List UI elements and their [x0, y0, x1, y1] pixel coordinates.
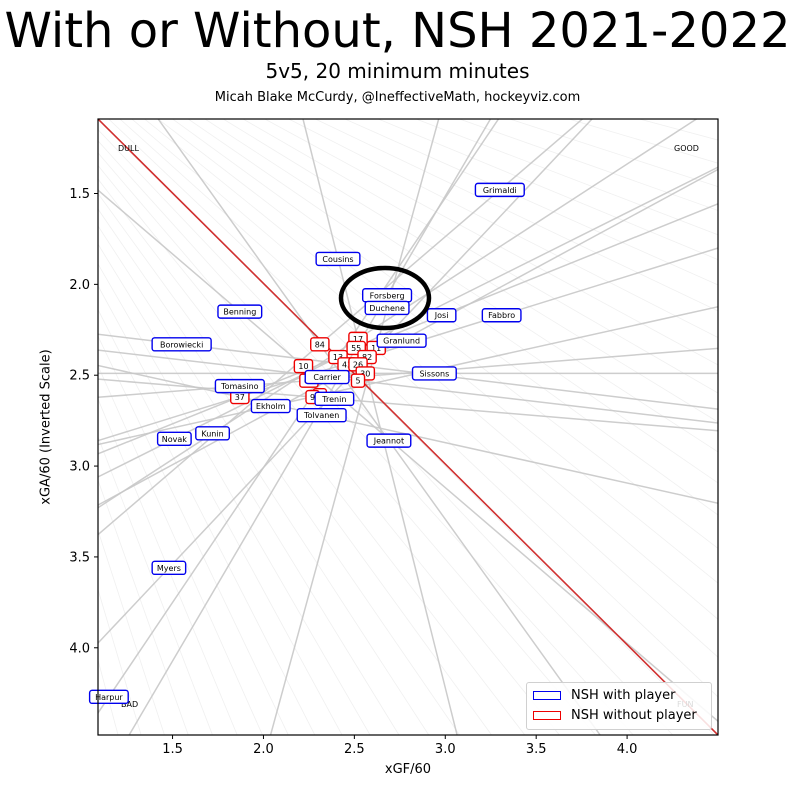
- x-tick-label: 1.5: [162, 742, 183, 757]
- with-label-ekholm: Ekholm: [250, 398, 291, 414]
- svg-text:Fabbro: Fabbro: [488, 311, 515, 320]
- without-label-84: 84: [310, 337, 330, 352]
- svg-text:82: 82: [362, 353, 372, 362]
- x-tick-label: 4.0: [617, 742, 638, 757]
- break-even-line: [98, 119, 718, 735]
- with-label-granlund: Granlund: [376, 333, 427, 348]
- corner-label-top-left: DULL: [118, 144, 139, 153]
- highlight-ellipse: [338, 265, 432, 331]
- plot-frame: [97, 118, 719, 736]
- svg-text:9: 9: [310, 393, 315, 402]
- corner-label-bottom-left: BAD: [121, 700, 138, 709]
- svg-text:17: 17: [353, 335, 363, 344]
- svg-text:Duchene: Duchene: [369, 304, 405, 313]
- legend-swatch-red: [533, 710, 561, 720]
- with-label-fabbro: Fabbro: [481, 308, 522, 323]
- y-tick-label: 3.0: [69, 460, 90, 475]
- svg-text:Tomasino: Tomasino: [220, 382, 259, 391]
- svg-text:Novak: Novak: [162, 435, 188, 444]
- svg-text:11: 11: [371, 344, 381, 353]
- legend: NSH with player NSH without player: [526, 682, 712, 730]
- y-tick-label: 2.5: [69, 369, 90, 384]
- with-label-myers: Myers: [151, 560, 187, 576]
- with-label-kunin: Kunin: [195, 426, 230, 441]
- svg-text:Borowiecki: Borowiecki: [160, 340, 203, 349]
- svg-text:Josi: Josi: [434, 311, 449, 320]
- y-axis-ticks: 1.5 2.0 2.5 3.0 3.5 4.0: [69, 187, 98, 656]
- with-label-forsberg: Forsberg: [361, 288, 413, 303]
- svg-text:Harpur: Harpur: [95, 693, 123, 702]
- corner-label-top-right: GOOD: [674, 144, 699, 153]
- svg-text:Grimaldi: Grimaldi: [483, 186, 517, 195]
- x-tick-label: 2.0: [253, 742, 274, 757]
- with-label-josi: Josi: [426, 308, 457, 323]
- without-label-10: 10: [293, 358, 314, 374]
- y-tick-label: 4.0: [69, 641, 90, 656]
- y-axis-label: xGA/60 (Inverted Scale): [38, 349, 54, 505]
- with-label-tomasino: Tomasino: [214, 378, 265, 394]
- with-label-harpur: Harpur: [88, 689, 129, 705]
- legend-item-without: NSH without player: [533, 706, 697, 724]
- svg-text:Trenin: Trenin: [321, 395, 346, 404]
- svg-text:Ekholm: Ekholm: [256, 402, 286, 411]
- y-tick-label: 1.5: [69, 187, 90, 202]
- svg-text:84: 84: [315, 340, 325, 349]
- svg-text:Granlund: Granlund: [383, 337, 420, 346]
- svg-text:Carrier: Carrier: [313, 373, 341, 382]
- legend-swatch-blue: [533, 690, 561, 700]
- with-label-trenin: Trenin: [314, 391, 355, 407]
- x-tick-label: 3.0: [435, 742, 456, 757]
- svg-text:55: 55: [351, 344, 361, 353]
- without-player-labels: 841755111382104326305648937: [230, 331, 386, 405]
- with-label-benning: Benning: [217, 304, 263, 319]
- with-label-sissons: Sissons: [411, 366, 457, 381]
- svg-text:10: 10: [298, 362, 308, 371]
- svg-text:30: 30: [360, 369, 370, 378]
- y-tick-label: 2.0: [69, 278, 90, 293]
- chart-credit: Micah Blake McCurdy, @IneffectiveMath, h…: [214, 90, 581, 105]
- x-axis-ticks: 1.5 2.0 2.5 3.0 3.5 4.0: [162, 735, 637, 757]
- legend-label-without: NSH without player: [571, 707, 697, 723]
- svg-text:5: 5: [355, 377, 360, 386]
- svg-text:43: 43: [342, 360, 352, 369]
- svg-text:Kunin: Kunin: [201, 429, 223, 438]
- x-axis-label: xGF/60: [384, 762, 432, 777]
- svg-text:Jeannot: Jeannot: [373, 437, 404, 446]
- chart-subtitle: 5v5, 20 minimum minutes: [265, 59, 530, 83]
- with-label-tolvanen: Tolvanen: [296, 407, 347, 423]
- legend-item-with: NSH with player: [533, 686, 675, 704]
- with-label-cousins: Cousins: [315, 251, 361, 267]
- svg-text:Sissons: Sissons: [419, 369, 449, 378]
- with-player-labels: Grimaldi Cousins Forsberg Duchene Josi Fabbro…: [88, 182, 525, 705]
- x-tick-label: 2.5: [344, 742, 365, 757]
- x-tick-label: 3.5: [526, 742, 547, 757]
- svg-text:Forsberg: Forsberg: [370, 291, 405, 300]
- svg-text:37: 37: [235, 393, 245, 402]
- svg-text:13: 13: [333, 353, 343, 362]
- svg-text:Myers: Myers: [157, 564, 181, 573]
- y-tick-label: 3.5: [69, 550, 90, 565]
- with-label-duchene: Duchene: [364, 300, 410, 316]
- with-label-grimaldi: Grimaldi: [474, 182, 525, 198]
- svg-text:26: 26: [353, 360, 363, 369]
- with-label-borowiecki: Borowiecki: [151, 337, 212, 352]
- without-label-5: 5: [350, 373, 366, 388]
- svg-text:Benning: Benning: [223, 308, 256, 317]
- svg-text:Cousins: Cousins: [322, 255, 353, 264]
- with-label-novak: Novak: [156, 431, 192, 447]
- with-label-jeannot: Jeannot: [366, 433, 412, 448]
- legend-label-with: NSH with player: [571, 687, 676, 703]
- svg-text:Tolvanen: Tolvanen: [303, 411, 339, 420]
- with-label-carrier: Carrier: [304, 369, 350, 385]
- chart-title: With or Without, NSH 2021-2022: [4, 3, 791, 59]
